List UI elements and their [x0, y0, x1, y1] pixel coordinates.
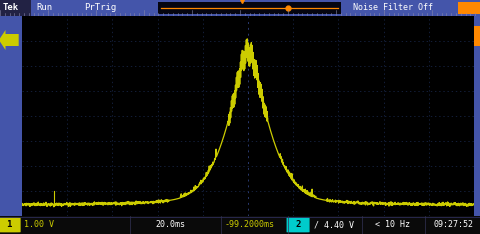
Text: -99.2000ms: -99.2000ms [225, 220, 275, 229]
FancyBboxPatch shape [287, 218, 310, 232]
Text: 1.00 V: 1.00 V [24, 220, 54, 229]
Text: Noise Filter Off: Noise Filter Off [353, 3, 433, 12]
Bar [0, 0, 31, 16]
Text: PrTrig: PrTrig [84, 3, 116, 12]
Text: < 10 Hz: < 10 Hz [375, 220, 410, 229]
FancyBboxPatch shape [0, 218, 21, 232]
Bar [158, 2, 341, 14]
Text: 1: 1 [6, 220, 12, 229]
FancyArrow shape [0, 30, 19, 50]
Text: / 4.40 V: / 4.40 V [313, 220, 354, 229]
Text: 20.0ms: 20.0ms [156, 220, 185, 229]
Text: 2: 2 [295, 220, 301, 229]
Text: 09:27:52: 09:27:52 [433, 220, 474, 229]
Text: Tek: Tek [2, 3, 19, 12]
Bar [474, 26, 480, 46]
Bar [458, 2, 480, 15]
Text: Run: Run [36, 3, 52, 12]
